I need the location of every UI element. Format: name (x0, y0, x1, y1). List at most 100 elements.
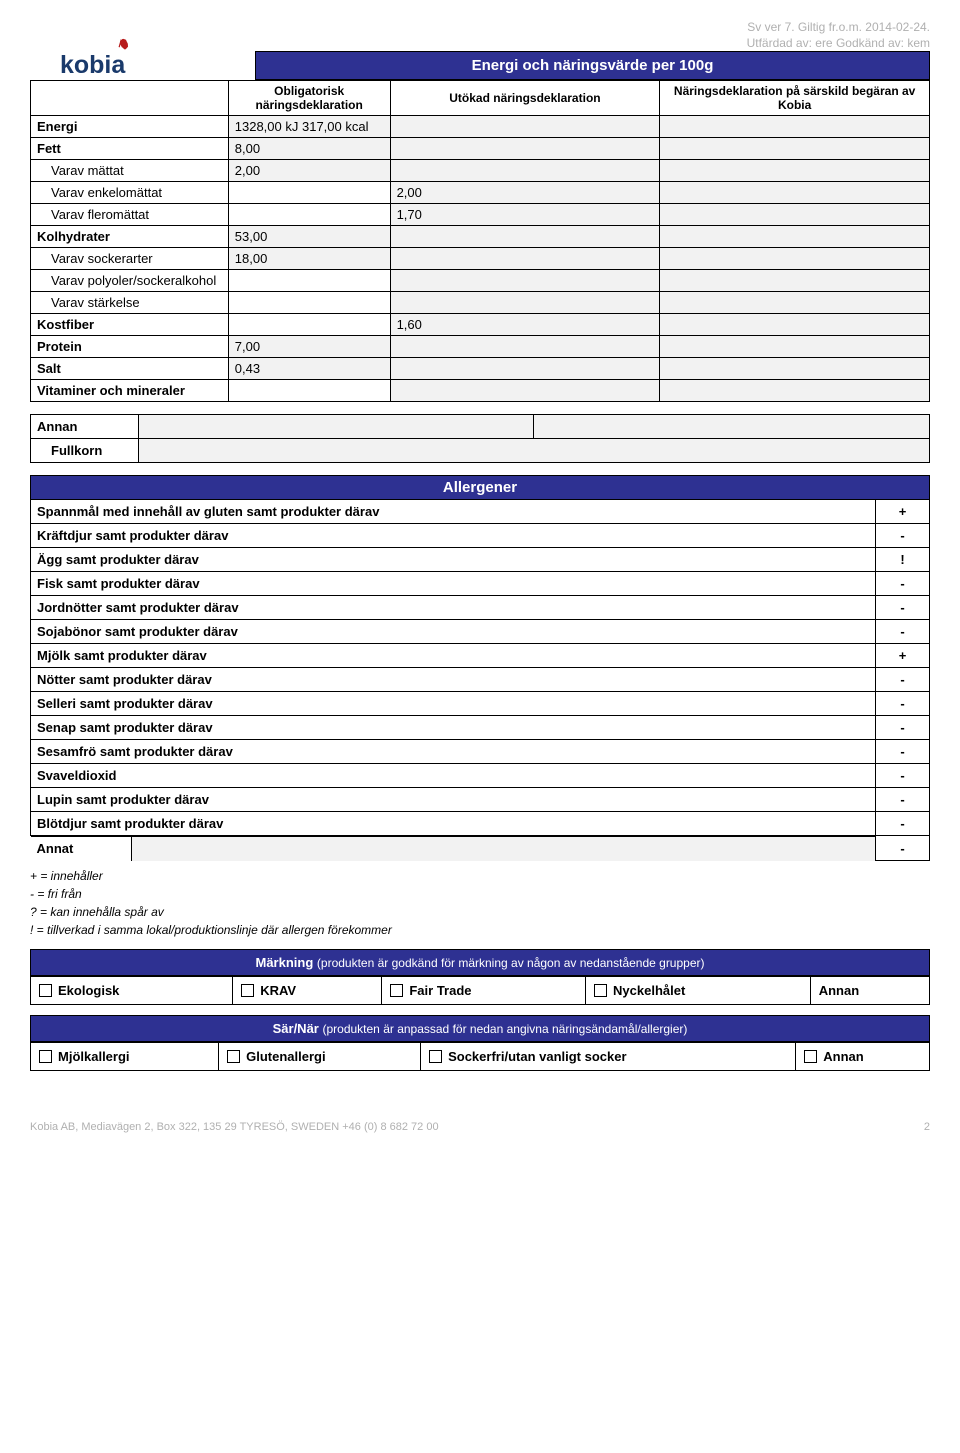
allergen-label: Fisk samt produkter därav (31, 572, 876, 596)
nutri-ext (390, 138, 660, 160)
nutri-label: Fett (31, 138, 229, 160)
nutri-ext: 2,00 (390, 182, 660, 204)
allergen-title: Allergener (31, 476, 930, 500)
nutri-special (660, 336, 930, 358)
allergen-mark: - (876, 524, 930, 548)
nutri-val: 0,43 (228, 358, 390, 380)
nutri-val (228, 270, 390, 292)
checkbox-icon[interactable] (241, 984, 254, 997)
allergen-mark: ! (876, 548, 930, 572)
nutri-label: Varav enkelomättat (31, 182, 229, 204)
checkbox-icon[interactable] (39, 1050, 52, 1063)
footer: Kobia AB, Mediavägen 2, Box 322, 135 29 … (30, 1121, 930, 1133)
nutri-special (660, 160, 930, 182)
legend: + = innehåller - = fri från ? = kan inne… (30, 867, 930, 939)
allergen-mark: - (876, 764, 930, 788)
annan-table: Annan Fullkorn (30, 414, 930, 463)
nutri-val (228, 314, 390, 336)
fullkorn-label: Fullkorn (31, 439, 139, 463)
allergen-mark: - (876, 596, 930, 620)
nutri-val: 53,00 (228, 226, 390, 248)
markning-title-text: Märkning (255, 955, 313, 970)
nutri-head-ext: Utökad näringsdeklaration (390, 81, 660, 116)
sarnar-title: Sär/När (produkten är anpassad för nedan… (30, 1015, 930, 1042)
sarnar-opt: Annan (796, 1043, 930, 1071)
meta-line-2: Utfärdad av: ere Godkänd av: kem (30, 36, 930, 52)
allergen-label: Sesamfrö samt produkter därav (31, 740, 876, 764)
nutri-label: Energi (31, 116, 229, 138)
page-number: 2 (924, 1121, 930, 1133)
meta-line-1: Sv ver 7. Giltig fr.o.m. 2014-02-24. (30, 20, 930, 36)
nutri-val (228, 182, 390, 204)
allergen-label: Svaveldioxid (31, 764, 876, 788)
allergen-mark: + (876, 644, 930, 668)
annan-label: Annan (31, 415, 139, 439)
nutri-ext (390, 270, 660, 292)
nutri-special (660, 116, 930, 138)
allergen-label: Nötter samt produkter därav (31, 668, 876, 692)
allergen-mark: - (876, 788, 930, 812)
nutri-special (660, 226, 930, 248)
nutri-label: Vitaminer och mineraler (31, 380, 229, 402)
nutri-head-oblig: Obligatorisk näringsdeklaration (228, 81, 390, 116)
nutri-special (660, 270, 930, 292)
checkbox-icon[interactable] (594, 984, 607, 997)
allergen-label: Lupin samt produkter därav (31, 788, 876, 812)
doc-meta: Sv ver 7. Giltig fr.o.m. 2014-02-24. Utf… (30, 20, 930, 51)
allergen-label: Jordnötter samt produkter därav (31, 596, 876, 620)
allergen-mark: - (876, 740, 930, 764)
nutri-val: 2,00 (228, 160, 390, 182)
allergen-label: Spannmål med innehåll av gluten samt pro… (31, 500, 876, 524)
nutri-label: Varav mättat (31, 160, 229, 182)
allergen-mark: - (876, 668, 930, 692)
allergen-label: Ägg samt produkter därav (31, 548, 876, 572)
markning-opt: Nyckelhålet (586, 977, 811, 1005)
nutri-ext (390, 292, 660, 314)
nutri-special (660, 314, 930, 336)
allergen-mark: - (876, 692, 930, 716)
allergen-mark: + (876, 500, 930, 524)
svg-text:kobia: kobia (60, 51, 126, 79)
markning-title: Märkning (produkten är godkänd för märkn… (30, 949, 930, 976)
nutri-label: Salt (31, 358, 229, 380)
checkbox-icon[interactable] (39, 984, 52, 997)
allergen-label: Kräftdjur samt produkter därav (31, 524, 876, 548)
footer-text: Kobia AB, Mediavägen 2, Box 322, 135 29 … (30, 1121, 439, 1133)
legend-1: + = innehåller (30, 867, 930, 885)
nutri-ext: 1,70 (390, 204, 660, 226)
nutri-special (660, 204, 930, 226)
markning-opt: Annan (810, 977, 929, 1005)
nutri-val: 18,00 (228, 248, 390, 270)
nutri-label: Kolhydrater (31, 226, 229, 248)
sarnar-opt: Mjölkallergi (31, 1043, 219, 1071)
nutri-ext (390, 248, 660, 270)
legend-2: - = fri från (30, 885, 930, 903)
allergen-label: Senap samt produkter därav (31, 716, 876, 740)
allergen-table: Allergener Spannmål med innehåll av glut… (30, 475, 930, 861)
nutri-val: 1328,00 kJ 317,00 kcal (228, 116, 390, 138)
nutri-ext (390, 116, 660, 138)
checkbox-icon[interactable] (390, 984, 403, 997)
allergen-mark: - (876, 572, 930, 596)
checkbox-icon[interactable] (429, 1050, 442, 1063)
nutri-label: Varav sockerarter (31, 248, 229, 270)
markning-row: EkologiskKRAVFair TradeNyckelhåletAnnan (30, 976, 930, 1005)
annat-label: Annat (31, 837, 132, 861)
nutri-special (660, 138, 930, 160)
nutri-label: Varav fleromättat (31, 204, 229, 226)
nutri-val: 8,00 (228, 138, 390, 160)
nutri-val (228, 204, 390, 226)
nutrition-table: Obligatorisk näringsdeklaration Utökad n… (30, 80, 930, 402)
nutri-ext (390, 160, 660, 182)
checkbox-icon[interactable] (227, 1050, 240, 1063)
markning-opt: Fair Trade (382, 977, 586, 1005)
nutri-special (660, 182, 930, 204)
nutri-label: Protein (31, 336, 229, 358)
allergen-mark: - (876, 716, 930, 740)
nutri-val (228, 380, 390, 402)
annan-val1 (138, 415, 534, 439)
sarnar-row: MjölkallergiGlutenallergiSockerfri/utan … (30, 1042, 930, 1071)
checkbox-icon[interactable] (804, 1050, 817, 1063)
allergen-label: Mjölk samt produkter därav (31, 644, 876, 668)
nutri-ext (390, 226, 660, 248)
